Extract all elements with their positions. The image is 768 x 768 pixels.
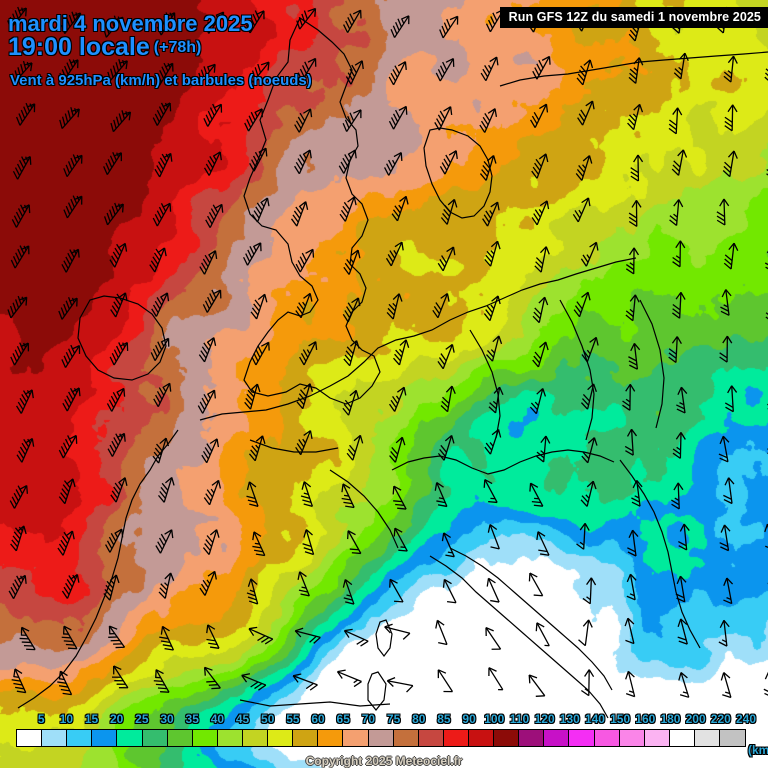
legend-swatch[interactable] xyxy=(318,730,344,746)
legend-swatch[interactable] xyxy=(468,730,495,746)
legend-swatch[interactable] xyxy=(268,730,294,746)
legend-tick-label: 25 xyxy=(135,712,149,726)
legend-tick-label: 10 xyxy=(59,712,74,726)
legend-swatch[interactable] xyxy=(644,730,670,746)
legend-tick-label: 110 xyxy=(509,712,530,726)
legend-tick-label: 80 xyxy=(412,712,426,726)
legend-tick-label: 60 xyxy=(311,712,325,726)
legend-color-bar[interactable] xyxy=(16,729,746,747)
parameter-label: Vent à 925hPa (km/h) et barbules (noeuds… xyxy=(10,72,312,89)
legend-swatch[interactable] xyxy=(142,730,168,746)
legend-tick-label: 45 xyxy=(235,712,250,726)
legend-swatch[interactable] xyxy=(669,730,695,746)
legend-swatch[interactable] xyxy=(217,730,243,746)
legend-tick-label: 50 xyxy=(261,712,275,726)
legend-tick-label: 85 xyxy=(437,712,451,726)
legend-tick-label: 75 xyxy=(386,712,401,726)
legend-swatch[interactable] xyxy=(594,730,620,746)
legend-swatch[interactable] xyxy=(293,730,319,746)
legend-tick-labels: 5 10 15 20 25 30 35 40 45 50 55 60 65 70 75 80 85 90 100 11… xyxy=(0,712,768,729)
legend-tick-label: 140 xyxy=(584,712,605,726)
legend-swatch[interactable] xyxy=(92,730,118,746)
forecast-time-row: 19:00 locale (+78h) xyxy=(8,33,201,62)
legend-unit-label: (km/h) xyxy=(748,743,768,757)
legend-tick-label: 65 xyxy=(336,712,350,726)
legend-swatch[interactable] xyxy=(694,730,721,746)
legend-tick-label: 40 xyxy=(210,712,225,726)
legend-tick-label: 220 xyxy=(710,712,731,726)
legend-swatch[interactable] xyxy=(393,730,419,746)
legend-tick-label: 70 xyxy=(361,712,376,726)
legend-swatch[interactable] xyxy=(519,730,545,746)
legend-tick-label: 120 xyxy=(534,712,555,726)
legend-tick-label: 200 xyxy=(685,712,706,726)
legend-tick-label: 35 xyxy=(185,712,199,726)
legend-tick-label: 240 xyxy=(735,712,757,726)
legend-swatch[interactable] xyxy=(720,730,746,746)
model-run-banner: Run GFS 12Z du samedi 1 novembre 2025 xyxy=(499,7,768,28)
legend-tick-label: 20 xyxy=(110,712,124,726)
legend-tick-label: 100 xyxy=(484,712,505,726)
forecast-time-label: 19:00 locale xyxy=(8,33,150,61)
legend-tick-label: 160 xyxy=(635,712,656,726)
legend-tick-label: 90 xyxy=(462,712,476,726)
legend-swatch[interactable] xyxy=(17,730,43,746)
legend-swatch[interactable] xyxy=(67,730,93,746)
legend-swatch[interactable] xyxy=(192,730,218,746)
forecast-hour-label: (+78h) xyxy=(153,39,202,56)
legend-tick-label: 150 xyxy=(610,712,631,726)
forecast-date-label: mardi 4 novembre 2025 xyxy=(8,11,253,36)
legend-swatch[interactable] xyxy=(443,730,469,746)
legend-swatch[interactable] xyxy=(544,730,570,746)
legend-tick-label: 5 xyxy=(37,712,45,726)
legend-tick-label: 180 xyxy=(660,712,681,726)
legend-swatch[interactable] xyxy=(242,730,269,746)
copyright-label: Copyright 2025 Meteociel.fr xyxy=(305,754,463,768)
color-scale-legend[interactable]: 5 10 15 20 25 30 35 40 45 50 55 60 65 70 75 80 85 90 100 11… xyxy=(0,712,768,768)
legend-tick-label: 30 xyxy=(160,712,174,726)
legend-swatch[interactable] xyxy=(343,730,369,746)
legend-tick-label: 55 xyxy=(286,712,300,726)
legend-swatch[interactable] xyxy=(569,730,595,746)
legend-swatch[interactable] xyxy=(619,730,645,746)
legend-swatch[interactable] xyxy=(368,730,394,746)
legend-swatch[interactable] xyxy=(167,730,193,746)
legend-swatch[interactable] xyxy=(494,730,520,746)
legend-tick-label: 15 xyxy=(84,712,99,726)
legend-swatch[interactable] xyxy=(418,730,444,746)
legend-tick-label: 130 xyxy=(559,712,580,726)
legend-swatch[interactable] xyxy=(42,730,68,746)
legend-swatch[interactable] xyxy=(117,730,143,746)
